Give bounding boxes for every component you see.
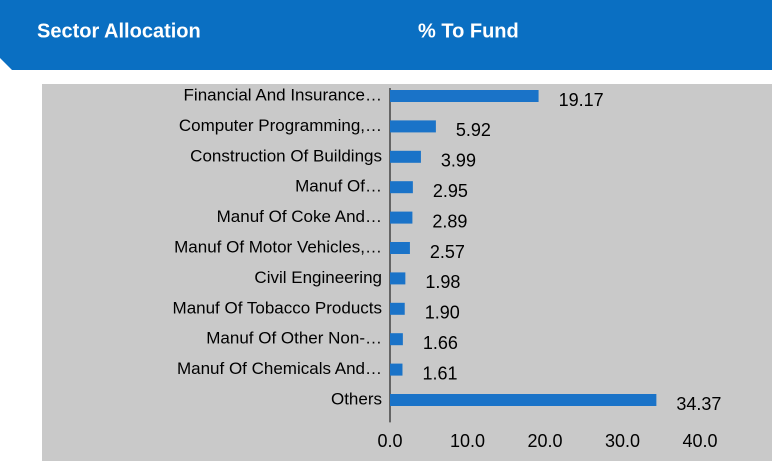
category-label: Civil Engineering (254, 268, 382, 287)
bar (390, 272, 406, 285)
value-label: 1.90 (425, 303, 460, 323)
category-label: Manuf Of Motor Vehicles,… (174, 237, 382, 256)
value-label: 1.66 (423, 333, 458, 353)
header-banner (0, 0, 772, 70)
bar (390, 211, 413, 224)
bar (390, 120, 436, 133)
category-label: Manuf Of Other Non-… (206, 329, 382, 348)
x-tick-label: 40.0 (682, 431, 717, 451)
x-tick-label: 30.0 (605, 431, 640, 451)
value-label: 19.17 (559, 90, 604, 110)
x-tick-label: 10.0 (450, 431, 485, 451)
value-label: 1.61 (422, 363, 457, 383)
category-label: Financial And Insurance… (184, 85, 382, 104)
value-label: 2.89 (432, 211, 467, 231)
category-label: Manuf Of Tobacco Products (173, 298, 382, 317)
value-label: 5.92 (456, 120, 491, 140)
x-tick-label: 20.0 (527, 431, 562, 451)
category-label: Manuf Of Coke And… (217, 207, 382, 226)
value-label: 34.37 (676, 394, 721, 414)
category-label: Construction Of Buildings (190, 146, 382, 165)
value-label: 3.99 (441, 151, 476, 171)
bar (390, 90, 539, 102)
value-label: 1.98 (425, 272, 460, 292)
category-label: Computer Programming,… (179, 116, 382, 135)
category-label: Manuf Of… (295, 177, 382, 196)
header-title: Sector Allocation (37, 20, 201, 42)
category-label: Manuf Of Chemicals And… (177, 359, 382, 378)
x-tick-label: 0.0 (377, 431, 402, 451)
bar (390, 302, 405, 315)
bar (390, 150, 421, 163)
bar (390, 394, 657, 406)
bar (390, 363, 403, 376)
value-label: 2.57 (430, 242, 465, 262)
bar (390, 242, 410, 254)
bar (390, 333, 403, 346)
bar (390, 181, 413, 194)
category-label: Others (331, 389, 382, 408)
header-column: % To Fund (418, 20, 519, 42)
value-label: 2.95 (433, 181, 468, 201)
